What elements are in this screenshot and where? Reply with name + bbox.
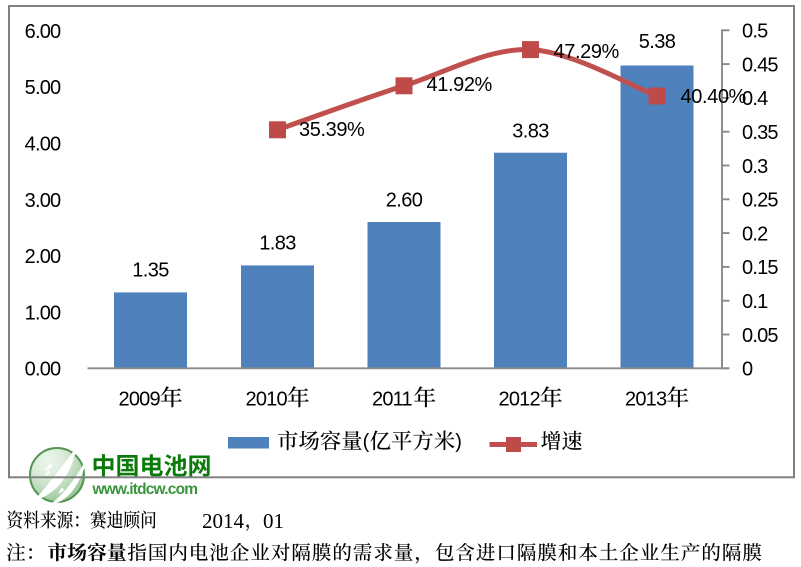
svg-text:0.35: 0.35 [742,122,778,144]
svg-text:(: ( [363,431,370,453]
svg-text:47.29%: 47.29% [554,41,620,63]
svg-text:0.05: 0.05 [742,325,778,347]
svg-text:3.00: 3.00 [25,190,61,212]
svg-text:0.15: 0.15 [742,257,778,279]
svg-text:2014: 2014 [202,509,245,533]
svg-text:1.35: 1.35 [132,260,169,282]
svg-text:0.1: 0.1 [742,291,768,313]
svg-text:0.3: 0.3 [742,156,768,178]
svg-text:2010: 2010 [246,389,288,411]
svg-text:2011: 2011 [372,389,412,411]
svg-text:0.00: 0.00 [25,359,61,381]
svg-text:5.38: 5.38 [639,31,676,53]
svg-text:0.4: 0.4 [742,88,768,110]
svg-text:2012: 2012 [499,389,541,411]
svg-text:35.39%: 35.39% [299,119,365,141]
svg-text:www.itdcw.com: www.itdcw.com [92,481,198,498]
svg-text:4.00: 4.00 [25,134,61,156]
svg-text:1.00: 1.00 [25,302,61,324]
svg-text:6.00: 6.00 [25,21,61,43]
svg-text:2009: 2009 [119,389,161,411]
svg-text:2.60: 2.60 [386,189,423,211]
svg-text:01: 01 [263,509,284,533]
svg-text:): ) [455,431,462,453]
svg-text:0: 0 [742,359,753,381]
svg-text:40.40%: 40.40% [681,86,747,108]
svg-text:1.83: 1.83 [259,232,296,254]
svg-text:2013: 2013 [625,389,667,411]
svg-text:41.92%: 41.92% [427,74,493,96]
svg-text:0.5: 0.5 [742,21,768,43]
svg-text:5.00: 5.00 [25,77,61,99]
svg-text:2.00: 2.00 [25,246,61,268]
svg-text:0.2: 0.2 [742,223,768,245]
svg-text:3.83: 3.83 [512,120,549,142]
svg-text:0.45: 0.45 [742,54,778,76]
svg-text:0.25: 0.25 [742,190,778,212]
